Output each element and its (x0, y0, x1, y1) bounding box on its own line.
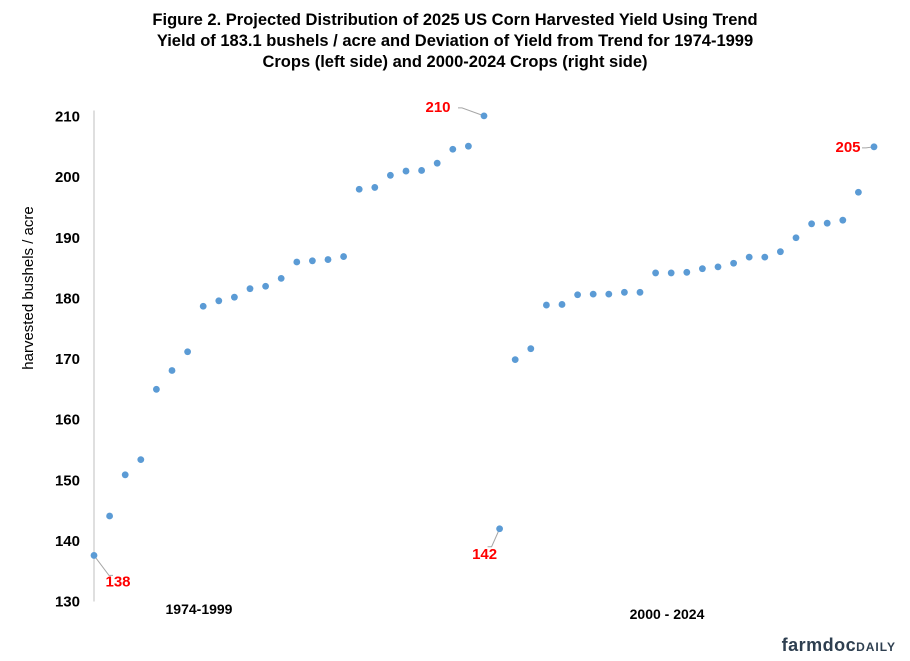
data-point (137, 456, 145, 464)
data-point (574, 291, 581, 299)
data-point (465, 142, 472, 150)
data-point (808, 220, 815, 228)
callout-label: 138 (105, 573, 130, 590)
data-point (558, 301, 566, 308)
y-tick-label: 200 (55, 169, 80, 186)
y-tick-label: 170 (55, 351, 80, 368)
data-point (184, 348, 192, 356)
data-point (792, 234, 800, 242)
data-point (277, 274, 285, 282)
y-axis-label: harvested bushels / acre (20, 206, 37, 369)
data-point (761, 253, 769, 261)
range-label-left: 1974-1999 (166, 601, 233, 617)
y-tick-label: 210 (55, 109, 80, 126)
data-point (324, 256, 332, 263)
chart-title-line-3: Crops (left side) and 2000-2024 Crops (r… (262, 53, 648, 71)
range-label-right: 2000 - 2024 (630, 606, 705, 622)
data-point (480, 112, 488, 120)
data-point (777, 248, 784, 256)
data-point (418, 167, 425, 174)
y-tick-label: 130 (55, 594, 80, 611)
data-point (511, 356, 519, 364)
data-point (823, 219, 831, 227)
callout-leader-line (93, 555, 113, 576)
chart-title-line-2: Yield of 183.1 bushels / acre and Deviat… (156, 32, 754, 50)
data-point (340, 253, 347, 260)
data-point (153, 385, 160, 393)
y-tick-label: 160 (55, 412, 80, 429)
data-point (402, 167, 410, 175)
data-point (496, 525, 503, 533)
data-point (543, 301, 550, 309)
data-point (855, 188, 862, 196)
data-point (667, 269, 675, 277)
data-point (121, 471, 129, 479)
data-points (90, 112, 878, 559)
data-point (199, 302, 207, 310)
callout-label: 205 (835, 139, 860, 156)
data-point (231, 293, 238, 301)
data-point (106, 512, 113, 520)
data-point (839, 216, 847, 224)
callout-leader-line (487, 528, 501, 548)
data-point (355, 185, 363, 193)
callout-leaders (93, 107, 875, 576)
data-point (527, 345, 535, 353)
y-tick-label: 150 (55, 472, 80, 489)
data-point (387, 171, 394, 179)
data-point (605, 290, 613, 298)
data-point (262, 282, 269, 290)
data-point (90, 552, 98, 559)
data-point (683, 268, 691, 276)
brand-part-1: farmdoc (781, 635, 857, 655)
callout-label: 142 (472, 546, 497, 563)
data-point (433, 159, 441, 167)
chart-title: Figure 2. Projected Distribution of 2025… (60, 10, 850, 73)
data-point (730, 259, 737, 267)
data-point (714, 263, 722, 271)
y-tick-label: 140 (55, 533, 80, 550)
callout-label: 210 (425, 99, 450, 116)
data-point (309, 257, 316, 265)
data-point (745, 253, 753, 261)
data-point (246, 285, 254, 293)
data-point (870, 143, 878, 151)
y-tick-label: 180 (55, 290, 80, 307)
callouts: 138 210 142 205 (105, 99, 860, 591)
data-point (293, 258, 301, 266)
data-point (215, 297, 223, 305)
data-point (636, 288, 644, 296)
data-point (621, 288, 628, 296)
brand-part-2: DAILY (856, 640, 896, 654)
y-axis-ticks: 130 140 150 160 170 180 190 200 210 (55, 109, 80, 611)
data-point (589, 290, 597, 298)
data-point (168, 367, 176, 374)
callout-leader-line (458, 107, 485, 117)
brand-logo: farmdocDAILY (782, 635, 896, 656)
data-point (699, 265, 706, 273)
y-tick-label: 190 (55, 230, 80, 247)
data-point (371, 184, 379, 191)
data-point (449, 145, 457, 153)
data-point (652, 269, 659, 277)
chart-title-line-1: Figure 2. Projected Distribution of 2025… (152, 11, 758, 29)
